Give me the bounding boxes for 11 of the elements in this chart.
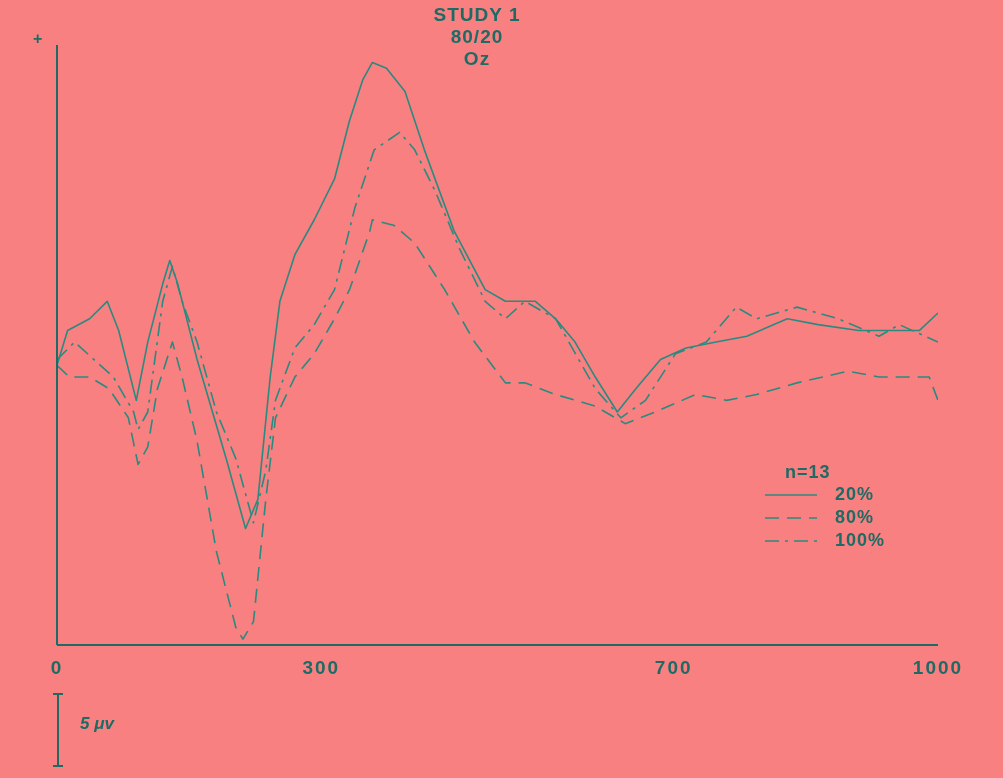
legend-title: n=13 xyxy=(785,462,832,483)
legend-label: 20% xyxy=(835,484,875,505)
chart-title: STUDY 1 80/20 Oz xyxy=(432,4,522,70)
text: 5 μv xyxy=(80,714,114,734)
text: + xyxy=(33,30,43,48)
x-tick-label: 1000 xyxy=(912,657,964,679)
x-tick-label: 0 xyxy=(50,657,64,679)
x-tick-label: 300 xyxy=(302,657,341,679)
legend-label: 80% xyxy=(835,507,875,528)
x-tick-label: 700 xyxy=(654,657,693,679)
legend-label: 100% xyxy=(835,530,886,551)
